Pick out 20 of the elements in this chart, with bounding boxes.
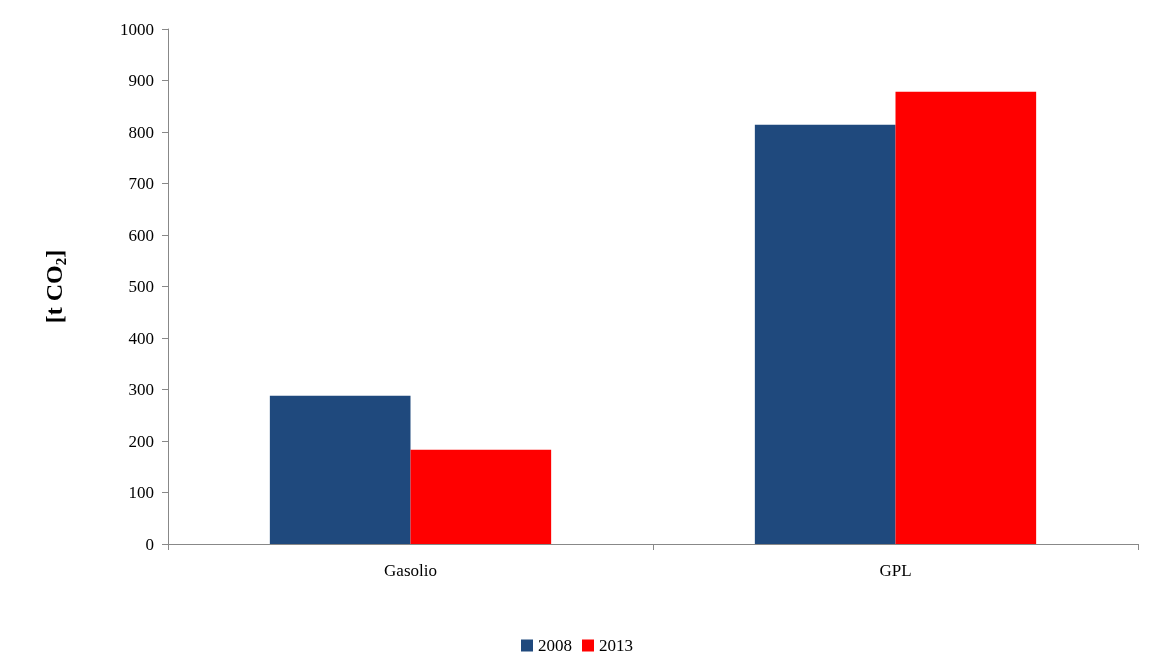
- bar: [895, 91, 1037, 544]
- x-tick-label: GPL: [879, 561, 912, 580]
- y-tick-label: 900: [128, 71, 154, 90]
- legend-label: 2013: [599, 636, 633, 655]
- y-tick-label: 600: [128, 225, 154, 245]
- y-tick-label: 500: [128, 277, 154, 296]
- y-tick-label: 1000: [120, 19, 154, 39]
- legend-label: 2008: [538, 636, 572, 655]
- x-tick-label: Gasolio: [384, 561, 437, 580]
- y-tick-label: 800: [128, 122, 154, 142]
- y-tick-label: 200: [128, 431, 154, 451]
- bar: [269, 395, 411, 544]
- bar: [754, 124, 896, 544]
- y-tick-label: 300: [128, 380, 154, 399]
- y-tick-label: 100: [128, 483, 154, 502]
- y-axis-title: [t CO2]: [40, 249, 69, 324]
- y-tick-label: 400: [128, 328, 154, 348]
- y-tick-label: 700: [128, 174, 154, 193]
- y-tick-label: 0: [145, 534, 154, 554]
- bar: [410, 449, 552, 544]
